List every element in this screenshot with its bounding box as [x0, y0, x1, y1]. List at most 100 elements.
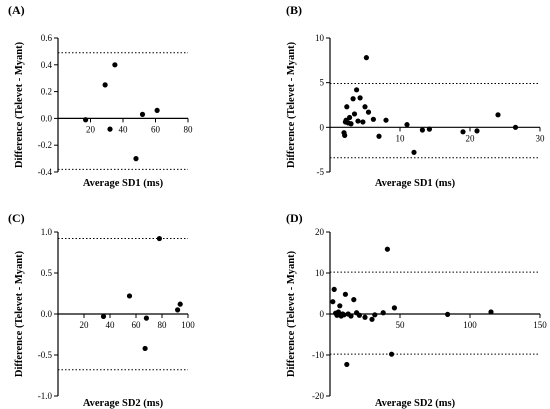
- x-tick-label: 20: [86, 124, 96, 134]
- x-axis-title: Average SD2 (ms): [375, 398, 456, 409]
- data-point: [460, 129, 466, 135]
- data-point: [362, 104, 368, 110]
- data-point: [83, 117, 89, 123]
- x-tick-label: 10: [396, 133, 406, 143]
- x-tick-label: 60: [132, 320, 142, 330]
- panel-c: (C) -1.0 -0.5 0.0 0.5 1.0 20 40 60 80 100 Average S…: [8, 211, 195, 409]
- data-point: [384, 246, 390, 252]
- data-point: [360, 119, 366, 125]
- data-point: [411, 149, 417, 155]
- panel-d: (D) -20 -10 0 10 20 50 100 150 Average SD2 (ms) Di…: [286, 211, 547, 409]
- x-tick-label: 80: [158, 320, 168, 330]
- data-point: [351, 111, 358, 117]
- data-point: [344, 104, 350, 110]
- data-point: [331, 286, 337, 292]
- y-tick-label: 1.0: [41, 227, 53, 237]
- y-tick-label: 5: [320, 78, 325, 88]
- data-point: [351, 297, 357, 303]
- panel-label: (D): [286, 211, 303, 225]
- data-point: [426, 126, 432, 132]
- x-tick-label: 60: [151, 124, 161, 134]
- panel-a: (A) -0.4 -0.2 0.0 0.2 0.4 0.6 20 40 60 80 Average S…: [8, 3, 193, 189]
- x-tick-label: 100: [181, 320, 195, 330]
- data-point: [342, 132, 348, 138]
- data-point: [488, 309, 494, 315]
- data-point: [376, 133, 382, 139]
- y-axis-title: Difference (Televet - Myant): [286, 41, 297, 168]
- x-tick-label: 150: [533, 320, 547, 330]
- y-axis-title: Difference (Televet - Myant): [286, 250, 297, 377]
- data-point: [335, 309, 341, 315]
- data-point: [347, 114, 353, 121]
- data-point: [342, 291, 348, 297]
- data-point: [362, 314, 368, 320]
- panel-label: (A): [8, 3, 25, 17]
- data-point: [369, 316, 375, 322]
- data-point: [143, 315, 149, 321]
- data-point: [356, 312, 362, 318]
- y-tick-label: -10: [312, 350, 324, 360]
- data-point: [337, 303, 343, 309]
- y-tick-label: 10: [315, 33, 325, 43]
- data-point: [348, 313, 354, 319]
- y-tick-label: 0.5: [41, 268, 53, 278]
- data-point: [355, 118, 361, 124]
- data-point: [348, 121, 354, 127]
- data-point: [142, 345, 148, 352]
- data-point: [175, 307, 181, 313]
- y-tick-label: 10: [315, 268, 325, 278]
- y-tick-label: -20: [312, 391, 324, 401]
- data-point: [404, 122, 410, 128]
- data-point: [495, 112, 501, 118]
- data-point: [154, 107, 160, 113]
- x-axis-title: Average SD2 (ms): [83, 398, 164, 409]
- data-point: [357, 95, 363, 101]
- data-point: [370, 116, 376, 122]
- x-tick-label: 20: [466, 133, 476, 143]
- data-point: [445, 311, 451, 318]
- data-point: [330, 299, 336, 305]
- y-tick-label: 0.0: [41, 113, 53, 123]
- x-tick-label: 40: [119, 124, 129, 134]
- x-tick-label: 100: [463, 320, 477, 330]
- data-point: [365, 109, 372, 115]
- panel-b: (B) -5 0 5 10 10 20 30 Average SD1 (ms) Differenc…: [286, 3, 545, 189]
- data-point: [380, 310, 386, 316]
- data-point: [383, 117, 389, 123]
- data-point: [156, 235, 162, 242]
- y-tick-label: 20: [315, 227, 325, 237]
- data-point: [177, 301, 183, 307]
- data-point: [474, 128, 480, 134]
- data-point: [389, 351, 395, 357]
- x-tick-label: 20: [80, 320, 90, 330]
- data-point: [363, 55, 369, 61]
- x-tick-label: 80: [184, 124, 194, 134]
- data-point: [350, 96, 356, 102]
- data-point: [419, 127, 425, 133]
- x-tick-label: 30: [536, 133, 546, 143]
- y-tick-label: 0.2: [41, 87, 52, 97]
- data-point: [512, 124, 519, 130]
- y-tick-label: 0.0: [41, 309, 53, 319]
- y-axis-title: Difference (Televet - Myant): [14, 250, 25, 377]
- data-point: [341, 312, 347, 318]
- y-tick-label: -1.0: [38, 391, 53, 401]
- data-point: [100, 313, 107, 320]
- data-point: [372, 312, 378, 318]
- y-tick-label: -5: [317, 167, 325, 177]
- y-tick-label: -0.5: [38, 350, 53, 360]
- data-point: [102, 82, 108, 88]
- data-point: [133, 156, 139, 162]
- data-point: [126, 293, 133, 299]
- y-tick-label: 0.4: [41, 60, 53, 70]
- y-tick-label: -0.4: [38, 167, 53, 177]
- x-axis-title: Average SD1 (ms): [375, 178, 456, 189]
- y-tick-label: 0: [320, 122, 325, 132]
- x-tick-label: 50: [396, 320, 406, 330]
- data-point: [391, 305, 397, 311]
- data-point: [107, 126, 113, 132]
- panel-label: (C): [8, 211, 25, 225]
- y-axis-title: Difference (Televet - Myant): [14, 41, 25, 168]
- y-tick-label: 0: [320, 309, 325, 319]
